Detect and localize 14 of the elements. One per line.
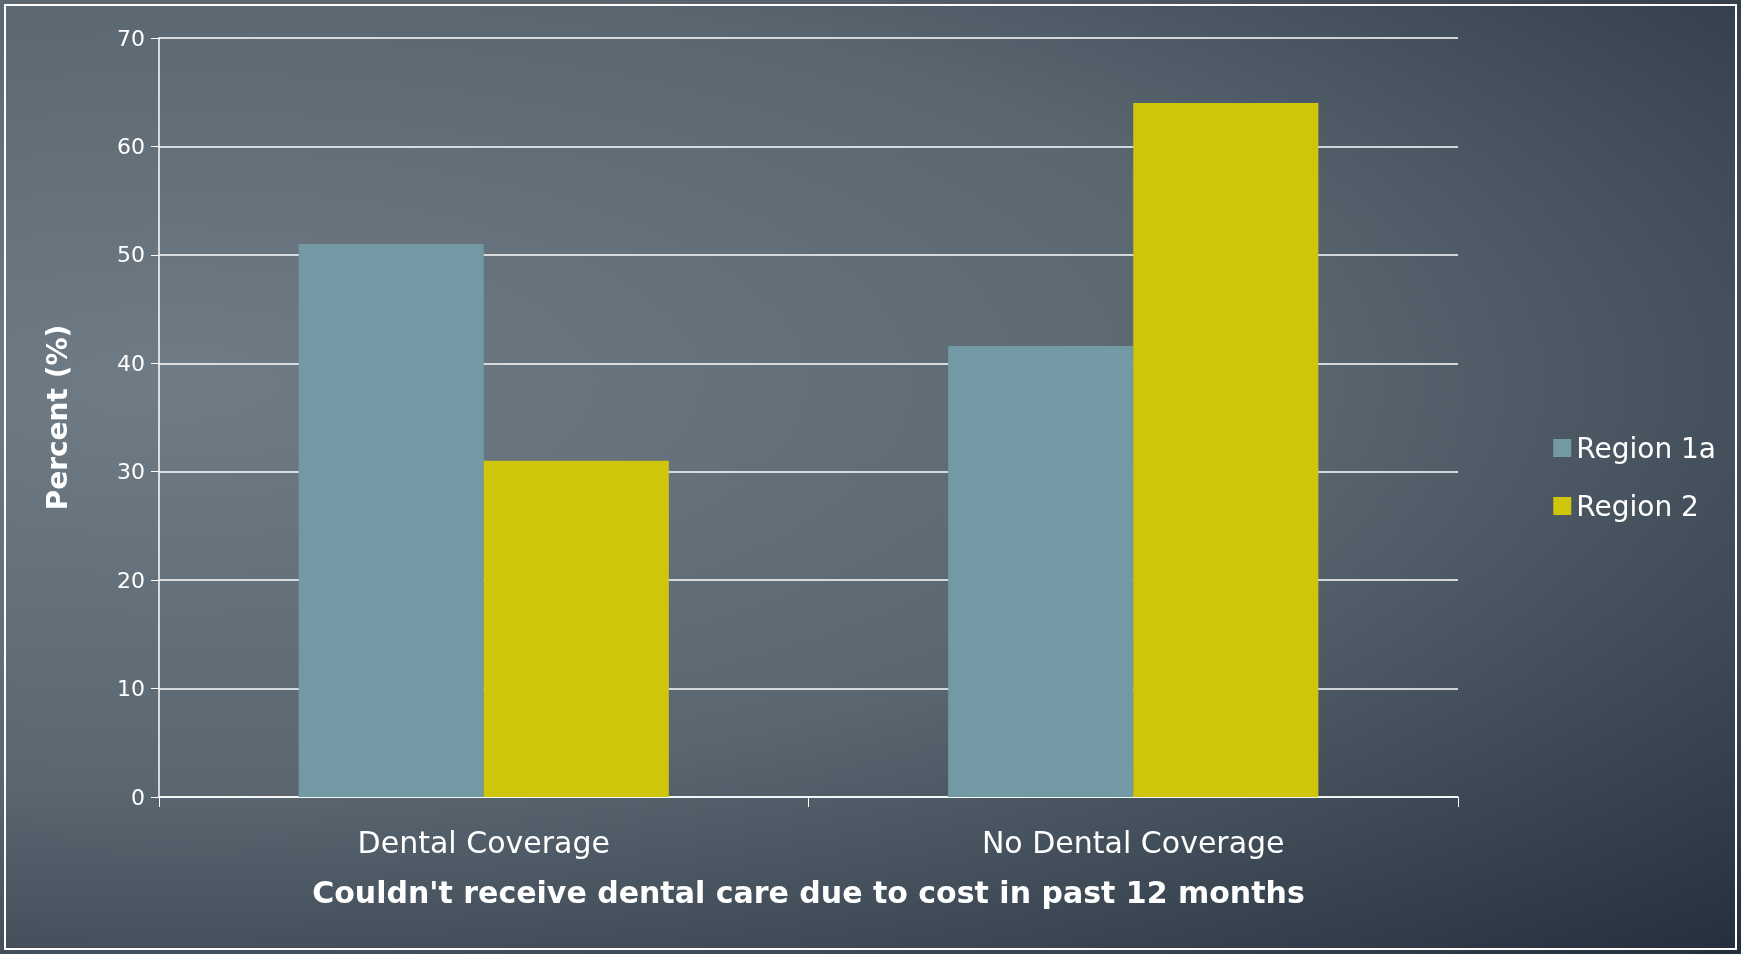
y-axis-title: Percent (%)	[40, 324, 74, 511]
y-tick-label: 70	[117, 25, 145, 51]
y-tick-label: 50	[117, 242, 145, 268]
x-axis-title: Couldn't receive dental care due to cost in past 12 months	[312, 874, 1305, 910]
legend-label: Region 1a	[1576, 431, 1717, 465]
y-tick-label: 30	[117, 459, 145, 485]
y-tick-label: 60	[117, 133, 145, 159]
y-tick-label: 10	[117, 676, 145, 702]
y-tick-label: 40	[117, 350, 145, 376]
legend-label: Region 2	[1576, 489, 1699, 523]
y-tick-label: 0	[131, 784, 145, 810]
y-tick-label: 20	[117, 567, 145, 593]
x-tick-label: Dental Coverage	[357, 824, 610, 860]
x-tick-label: No Dental Coverage	[981, 824, 1285, 860]
